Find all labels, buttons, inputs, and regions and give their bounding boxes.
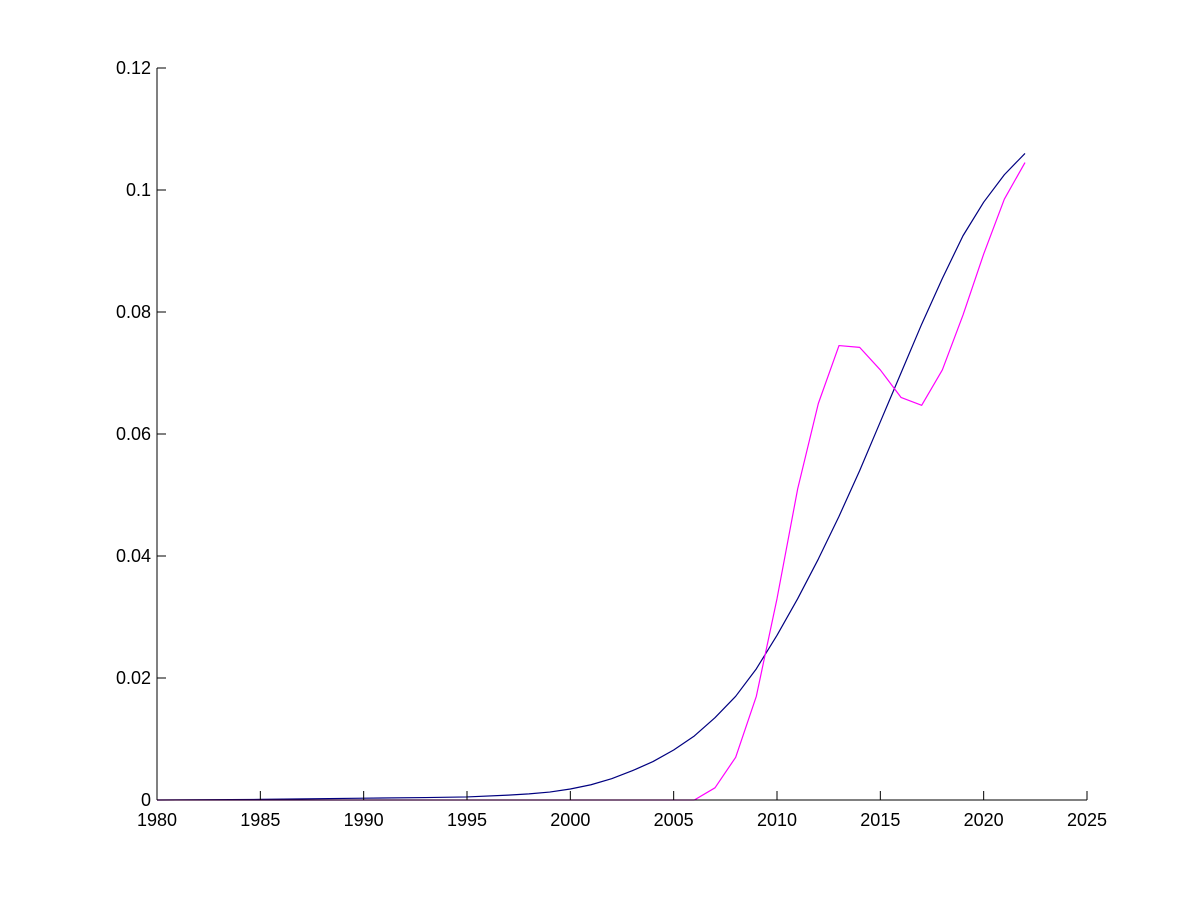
y-tick-label: 0.02 [116, 668, 151, 688]
y-tick-label: 0.08 [116, 302, 151, 322]
y-tick-label: 0.1 [126, 180, 151, 200]
x-tick-label: 2020 [964, 810, 1004, 830]
y-tick-label: 0.04 [116, 546, 151, 566]
x-tick-label: 1995 [447, 810, 487, 830]
x-tick-label: 2000 [550, 810, 590, 830]
y-tick-label: 0 [141, 790, 151, 810]
x-tick-label: 2010 [757, 810, 797, 830]
x-tick-label: 1990 [344, 810, 384, 830]
axes-layer: 1980 1985 1990 1995 2000 2005 2010 2015 2020 2025… [116, 58, 1107, 830]
y-tick-label: 0.12 [116, 58, 151, 78]
series-layer [156, 152, 1026, 801]
x-tick-label: 1980 [137, 810, 177, 830]
x-tick-label: 2005 [654, 810, 694, 830]
y-tick-label: 0.06 [116, 424, 151, 444]
series-line-2 [157, 162, 1026, 801]
x-tick-label: 2025 [1067, 810, 1107, 830]
x-tick-label: 1985 [240, 810, 280, 830]
series-line-1 [156, 152, 1026, 801]
x-tick-label: 2015 [860, 810, 900, 830]
